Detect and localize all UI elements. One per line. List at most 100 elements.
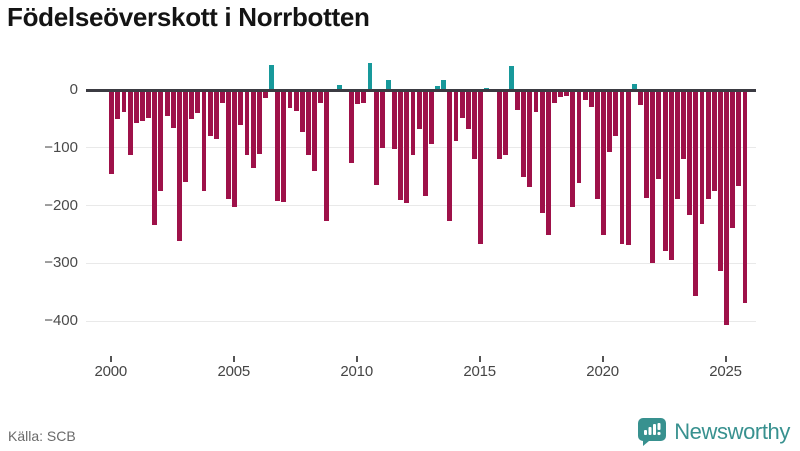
bar	[478, 90, 484, 245]
bar	[724, 90, 729, 326]
bar	[576, 90, 582, 184]
bar	[232, 90, 238, 207]
x-axis-label: 2010	[340, 363, 373, 380]
bar	[250, 90, 256, 169]
bar	[140, 90, 145, 121]
bar	[170, 90, 176, 128]
bar	[551, 90, 557, 103]
bar	[256, 90, 262, 155]
bar	[453, 90, 459, 142]
bar	[582, 90, 588, 100]
bar	[681, 90, 686, 159]
bar	[619, 90, 625, 245]
bar	[668, 90, 674, 260]
y-axis-label: −200	[44, 196, 78, 214]
bar	[465, 90, 471, 129]
bar	[699, 90, 705, 225]
bar	[213, 90, 219, 140]
bar	[293, 90, 299, 111]
bar	[306, 90, 311, 155]
bar	[570, 90, 576, 208]
x-axis-label: 2000	[94, 363, 128, 380]
x-axis-label: 2025	[709, 363, 742, 380]
bar	[219, 90, 225, 103]
bar	[349, 90, 354, 164]
bar	[459, 90, 465, 118]
bar	[564, 90, 570, 96]
bar	[146, 90, 152, 119]
bar	[711, 90, 717, 191]
bar	[312, 90, 318, 171]
bar	[281, 90, 287, 203]
bar	[367, 63, 373, 90]
bar	[447, 90, 453, 222]
bar	[398, 90, 404, 201]
bar	[164, 90, 170, 116]
bar	[730, 90, 736, 228]
gridline	[86, 147, 756, 149]
bar	[422, 90, 428, 196]
bar	[472, 90, 477, 160]
bar	[133, 90, 139, 123]
x-axis-tick	[109, 356, 112, 362]
bar	[336, 84, 342, 90]
bar	[275, 90, 281, 201]
x-axis-label: 2015	[463, 363, 496, 380]
bar	[109, 90, 115, 174]
bar	[355, 90, 361, 105]
bar	[742, 90, 748, 304]
bar	[226, 90, 231, 200]
bar	[392, 90, 397, 149]
bar	[545, 90, 551, 235]
bar	[638, 90, 643, 106]
gridline	[86, 262, 756, 264]
chart-title: Födelseöverskott i Norrbotten	[7, 2, 370, 32]
bar	[625, 90, 631, 245]
x-axis-tick	[355, 356, 358, 362]
x-axis-label: 2005	[217, 363, 251, 380]
bar	[318, 90, 324, 104]
bar	[594, 90, 600, 200]
bar	[515, 90, 520, 110]
bar	[158, 90, 164, 191]
bar	[121, 90, 127, 112]
bar	[539, 90, 545, 213]
bar	[269, 64, 275, 90]
bar	[152, 90, 158, 225]
bar	[496, 90, 502, 159]
bar	[189, 90, 195, 120]
bar	[428, 90, 434, 145]
bar	[644, 90, 650, 198]
y-axis-label: 0	[69, 81, 78, 98]
bar	[416, 90, 422, 129]
bar	[299, 90, 305, 133]
bar	[693, 90, 699, 297]
plot-area: 0 −100 −200 −300 −400 2000 2005 2010 2015 2020 202…	[44, 63, 756, 380]
bar	[127, 90, 133, 156]
bar	[521, 90, 527, 177]
bar	[631, 84, 637, 90]
bar	[558, 90, 563, 97]
bar	[650, 90, 656, 263]
bar	[717, 90, 723, 272]
bar	[176, 90, 182, 242]
bar	[687, 90, 693, 216]
newsworthy-brand-text: Newsworthy	[674, 419, 790, 444]
bar	[607, 90, 613, 153]
bar	[287, 90, 293, 109]
bar	[201, 90, 207, 192]
bar	[588, 90, 594, 107]
y-axis-label: −400	[44, 312, 78, 330]
bar	[324, 90, 330, 222]
bar	[410, 90, 416, 156]
x-axis-tick	[232, 356, 235, 362]
y-axis-label: −300	[44, 254, 78, 272]
bar	[207, 90, 213, 137]
x-axis-label: 2020	[586, 363, 619, 380]
bar	[195, 90, 201, 114]
x-axis-tick	[601, 356, 604, 362]
x-axis-tick	[724, 356, 727, 362]
bar	[613, 90, 619, 136]
bar	[238, 90, 244, 126]
zero-line	[86, 88, 756, 92]
